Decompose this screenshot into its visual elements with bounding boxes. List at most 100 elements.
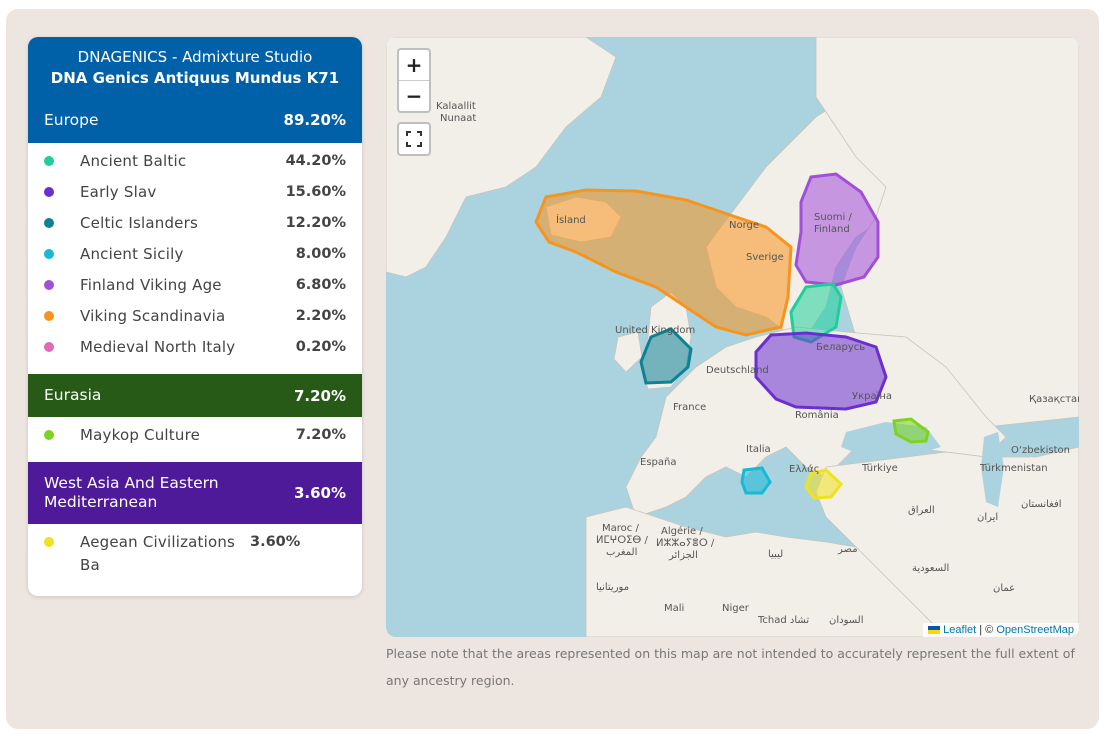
attribution-separator: | © — [976, 624, 997, 636]
map-label: Tchad تشاد — [758, 615, 810, 626]
item-value: 0.20% — [295, 339, 346, 355]
map-label: Kalaallit — [436, 101, 476, 112]
map-label: Қазақстан — [1029, 394, 1079, 405]
color-dot-icon — [44, 311, 54, 321]
map-attribution: Leaflet | © OpenStreetMap — [923, 623, 1079, 637]
map-label: الجزائر — [669, 550, 698, 561]
color-dot-icon — [44, 537, 54, 547]
item-value: 8.00% — [295, 246, 346, 262]
item-name: Maykop Culture — [80, 426, 201, 444]
group-header-eurasia[interactable]: Eurasia 7.20% — [28, 374, 362, 417]
item-name: Ancient Baltic — [80, 152, 187, 170]
item-value: 2.20% — [295, 308, 346, 324]
openstreetmap-link[interactable]: OpenStreetMap — [996, 624, 1074, 636]
map-label: Norge — [729, 220, 760, 231]
map-label: Україна — [852, 391, 893, 402]
admixture-card: DNAGENICS - Admixture Studio DNA Genics … — [28, 37, 362, 596]
color-dot-icon — [44, 249, 54, 259]
map-label: ⵍⵎⵖⵔⵉⴱ / — [596, 535, 648, 546]
item-value: 7.20% — [295, 427, 346, 443]
map-label: España — [640, 457, 677, 468]
item-value: 3.60% — [250, 534, 301, 550]
group-items-eurasia: Maykop Culture 7.20% — [28, 417, 362, 462]
item-name: Ancient Sicily — [80, 245, 184, 263]
map-label: Suomi / — [814, 212, 852, 223]
ancestry-map[interactable]: Kalaallit Nunaat Ísland Norge Sverige Su… — [386, 37, 1079, 637]
list-item[interactable]: Finland Viking Age 6.80% — [28, 274, 362, 305]
item-value: 6.80% — [295, 277, 346, 293]
group-header-europe[interactable]: Europe 89.20% — [28, 97, 362, 143]
card-title: DNAGENICS - Admixture Studio — [77, 48, 313, 66]
list-item[interactable]: Ancient Sicily 8.00% — [28, 243, 362, 274]
map-label: العراق — [908, 505, 935, 516]
map-label: Deutschland — [706, 365, 769, 376]
list-item[interactable]: Early Slav 15.60% — [28, 181, 362, 212]
ukraine-flag-icon — [928, 626, 941, 635]
zoom-out-button[interactable]: − — [405, 84, 423, 108]
item-value: 44.20% — [285, 153, 346, 169]
item-name: Viking Scandinavia — [80, 307, 226, 325]
group-value: 89.20% — [283, 111, 346, 129]
map-label: Ελλάς — [789, 464, 820, 475]
map-label: Niger — [722, 603, 749, 614]
item-value: 15.60% — [285, 184, 346, 200]
region-aegean-civilizations — [804, 468, 844, 500]
map-label: مصر — [838, 544, 858, 555]
region-ancient-sicily — [740, 466, 772, 495]
map-label: France — [673, 402, 707, 413]
map-label: ایران — [977, 512, 999, 523]
leaflet-link[interactable]: Leaflet — [943, 624, 977, 636]
fullscreen-button[interactable] — [397, 122, 431, 156]
list-item[interactable]: Viking Scandinavia 2.20% — [28, 305, 362, 336]
fullscreen-icon — [406, 131, 422, 147]
card-header: DNAGENICS - Admixture Studio DNA Genics … — [28, 37, 362, 97]
item-name: Aegean Civilizations Ba — [80, 533, 236, 574]
group-name: Eurasia — [44, 386, 102, 404]
map-disclaimer: Please note that the areas represented o… — [386, 646, 1075, 688]
map-label: Maroc / — [602, 523, 639, 534]
region-early-slav — [754, 331, 888, 411]
list-item[interactable]: Celtic Islanders 12.20% — [28, 212, 362, 243]
item-name: Finland Viking Age — [80, 276, 222, 294]
map-label: السعودية — [912, 563, 950, 574]
list-item[interactable]: Maykop Culture 7.20% — [28, 424, 362, 455]
group-name: West Asia And Eastern Mediterranean — [44, 474, 219, 511]
map-label: Türkiye — [862, 463, 898, 474]
region-maykop-culture — [892, 417, 930, 444]
group-header-west-asia[interactable]: West Asia And Eastern Mediterranean 3.60… — [28, 462, 362, 524]
list-item[interactable]: Ancient Baltic 44.20% — [28, 150, 362, 181]
color-dot-icon — [44, 280, 54, 290]
group-value: 7.20% — [293, 386, 346, 405]
map-label: افغانستان — [1021, 499, 1062, 510]
color-dot-icon — [44, 156, 54, 166]
list-item[interactable]: Aegean Civilizations Ba 3.60% — [28, 531, 362, 587]
map-label: Türkmenistan — [980, 463, 1048, 474]
map-label: ⵍⵣⵣⴰⵢⴻⵔ / — [656, 538, 715, 549]
card-subtitle: DNA Genics Antiquus Mundus K71 — [50, 69, 340, 87]
map-label: عمان — [993, 583, 1016, 594]
item-name: Early Slav — [80, 183, 157, 201]
list-item[interactable]: Medieval North Italy 0.20% — [28, 336, 362, 367]
region-finland-viking-age — [794, 172, 880, 287]
map-label: Algérie / — [661, 526, 703, 537]
item-name: Medieval North Italy — [80, 338, 236, 356]
map-canvas — [386, 37, 1079, 637]
map-label: Sverige — [746, 252, 784, 263]
map-label: المغرب — [606, 547, 638, 558]
zoom-in-button[interactable]: + — [399, 50, 429, 81]
map-label: موريتانيا — [596, 582, 630, 593]
color-dot-icon — [44, 342, 54, 352]
map-label: O‘zbekiston — [1011, 445, 1070, 456]
map-label: Finland — [814, 224, 850, 235]
group-items-europe: Ancient Baltic 44.20% Early Slav 15.60% … — [28, 143, 362, 374]
map-label: Ísland — [556, 215, 586, 226]
map-label: السودان — [829, 615, 864, 626]
color-dot-icon — [44, 218, 54, 228]
group-name: Europe — [44, 110, 99, 129]
region-celtic-islanders — [639, 327, 693, 385]
map-label: United Kingdom — [615, 325, 696, 336]
color-dot-icon — [44, 430, 54, 440]
item-value: 12.20% — [285, 215, 346, 231]
map-label: Mali — [664, 603, 685, 614]
map-label: ليبيا — [768, 549, 784, 560]
